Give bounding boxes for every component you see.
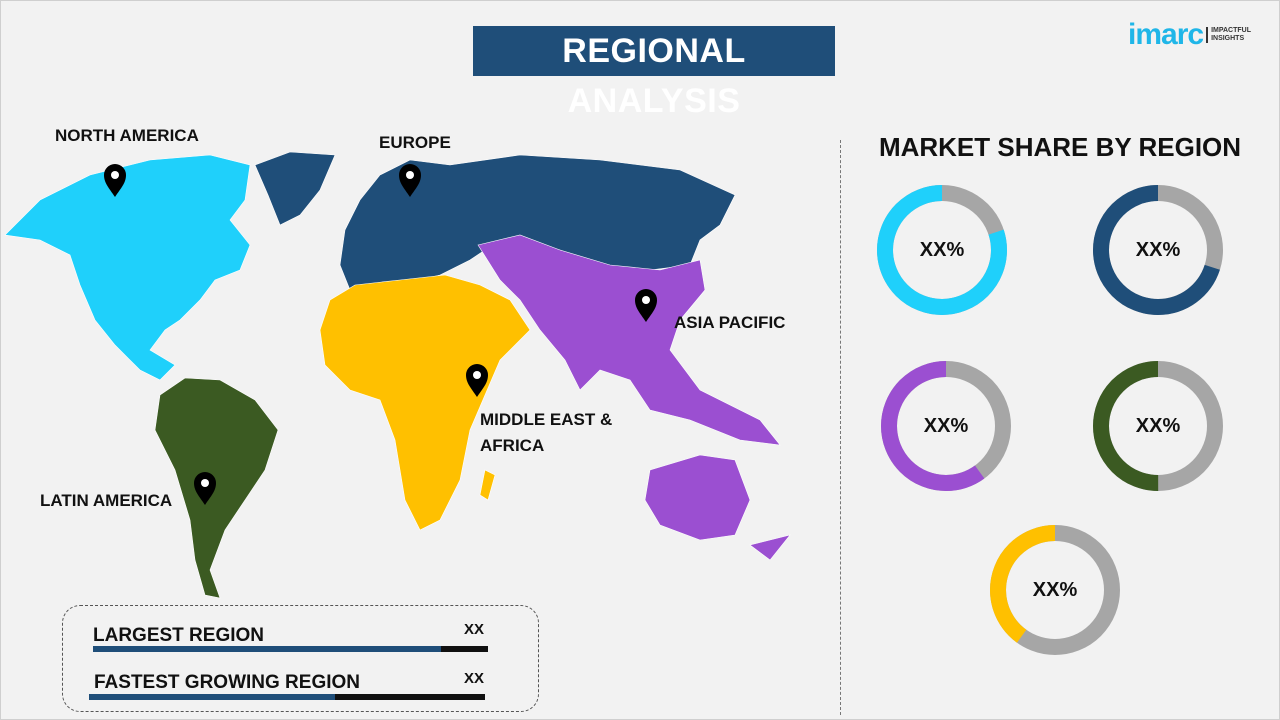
fastest-growing-region-label: FASTEST GROWING REGION	[94, 672, 361, 693]
largest-region-value: XX	[464, 621, 485, 638]
donut-middle-east-africa: XX%	[990, 525, 1120, 655]
region-asia-pacific[interactable]	[477, 234, 791, 561]
market-share-title: MARKET SHARE BY REGION	[878, 132, 1242, 162]
region-north-america[interactable]	[4, 154, 251, 381]
map-pin-icon	[399, 164, 421, 197]
imarc-logo: imarc IMPACTFUL INSIGHTS	[1128, 18, 1251, 52]
summary-box	[62, 605, 539, 712]
donut-europe: XX%	[1093, 185, 1223, 315]
donut-share-arc	[877, 185, 1007, 315]
map-pin-icon	[194, 472, 216, 505]
world-map	[4, 151, 791, 599]
largest-region-bar	[93, 646, 488, 652]
label-middle-east-africa: MIDDLE EAST & AFRICA	[480, 410, 613, 455]
donut-share-arc	[1093, 361, 1223, 491]
region-latin-america[interactable]	[154, 377, 279, 599]
fastest-growing-region-value: XX	[464, 670, 485, 687]
region-greenland[interactable]	[254, 151, 336, 226]
logo-tagline: IMPACTFUL INSIGHTS	[1206, 27, 1251, 43]
logo-word: imarc	[1128, 18, 1204, 51]
page-title: REGIONAL ANALYSIS	[473, 26, 835, 120]
donut-label: XX%	[1135, 415, 1181, 437]
donut-latin-america: XX%	[1093, 361, 1223, 491]
donut-label: XX%	[919, 239, 965, 261]
label-asia-pacific: ASIA PACIFIC	[674, 313, 786, 332]
fastest-growing-region-bar	[89, 694, 485, 700]
region-madagascar[interactable]	[479, 469, 496, 501]
label-latin-america: LATIN AMERICA	[40, 491, 173, 510]
donut-share-arc	[881, 361, 1011, 491]
donut-asia-pacific: XX%	[881, 361, 1011, 491]
map-pin-icon	[635, 289, 657, 322]
map-pin-icon	[466, 364, 488, 397]
largest-region-label: LARGEST REGION	[93, 625, 265, 646]
region-middle-east-africa[interactable]	[319, 274, 531, 531]
largest-region-bar-fill	[93, 646, 441, 652]
map-pin-icon	[104, 164, 126, 197]
section-divider	[840, 140, 841, 715]
label-north-america: NORTH AMERICA	[55, 126, 199, 145]
donut-label: XX%	[923, 415, 969, 437]
donut-label: XX%	[1135, 239, 1181, 261]
donut-share-arc	[1093, 185, 1223, 315]
donut-label: XX%	[1032, 579, 1078, 601]
donut-north-america: XX%	[877, 185, 1007, 315]
label-europe: EUROPE	[379, 133, 451, 152]
donut-share-arc	[990, 525, 1120, 655]
fastest-growing-region-bar-fill	[89, 694, 335, 700]
